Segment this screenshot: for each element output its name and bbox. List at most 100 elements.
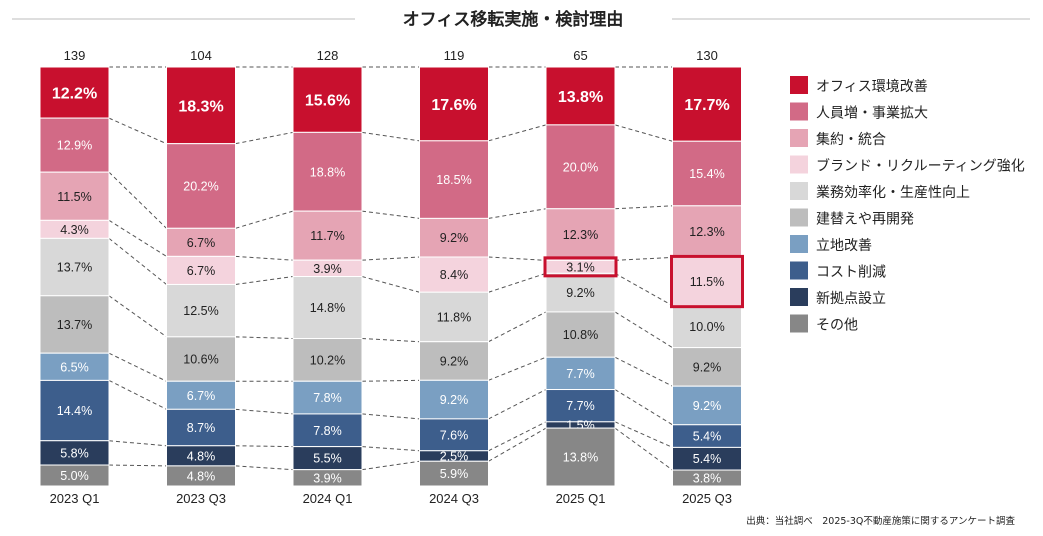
legend-swatch	[790, 235, 808, 253]
data-label: 4.3%	[60, 223, 89, 237]
connector-line	[614, 389, 673, 426]
data-label: 9.2%	[566, 286, 595, 300]
bar-segment-series-4	[672, 305, 742, 349]
data-label: 13.7%	[57, 261, 92, 275]
bar-segment-series-6	[39, 352, 110, 381]
connector-line	[235, 276, 294, 285]
connector-line	[614, 272, 673, 307]
connector-line	[488, 208, 547, 219]
connector-line	[235, 408, 294, 415]
legend-swatch	[790, 129, 808, 147]
data-label: 11.8%	[437, 310, 472, 324]
legend: オフィス環境改善人員増・事業拡大集約・統合ブランド・リクルーティング強化業務効率…	[790, 76, 1025, 334]
bar-segment-series-9	[166, 465, 236, 487]
bar-segment-series-2	[166, 227, 236, 257]
respondent-counts: 139 104 128 119 65 130	[64, 48, 718, 63]
bar-segment-series-5	[672, 347, 742, 387]
data-label: 20.2%	[183, 179, 218, 193]
respondent-count: 65	[573, 48, 587, 63]
bar-segment-series-9	[292, 469, 363, 487]
respondent-count: 130	[696, 48, 718, 63]
bar-segment-series-6	[672, 385, 742, 426]
bar-segment-series-4	[166, 283, 236, 338]
data-label: 5.9%	[440, 467, 469, 481]
x-axis-labels: 2023 Q1 2023 Q3 2024 Q1 2024 Q3 2025 Q1 2025 …	[50, 491, 732, 506]
connector-line	[361, 413, 420, 420]
respondent-count: 119	[444, 48, 465, 63]
connector-line	[235, 210, 294, 229]
data-label: 14.4%	[57, 404, 92, 418]
legend-swatch	[790, 102, 808, 121]
legend-swatch	[790, 261, 808, 280]
data-label: 18.3%	[178, 98, 223, 115]
connector-line	[488, 421, 547, 452]
bar-segment-series-4	[419, 291, 489, 343]
connector-line	[614, 427, 673, 471]
x-tick-label: 2024 Q3	[429, 491, 479, 506]
source-note: 出典：当社調べ 2025-3Q不動産施策に関するアンケート調査	[746, 515, 1015, 527]
bar-segment-series-3	[419, 256, 489, 293]
bar-segment-series-2	[672, 205, 742, 258]
data-label: 7.6%	[440, 428, 469, 442]
bar-segment-series-7	[545, 389, 616, 423]
legend-swatch	[790, 182, 808, 200]
bar-segment-series-0	[545, 66, 616, 126]
bar-segment-series-7	[419, 418, 489, 452]
data-label: 9.2%	[440, 393, 469, 407]
data-label: 3.8%	[693, 472, 722, 486]
connector-line	[614, 356, 673, 387]
data-label: 12.2%	[52, 86, 97, 103]
connector-line	[361, 338, 420, 343]
bar-segment-series-9	[545, 427, 616, 487]
data-label: 8.4%	[440, 268, 469, 282]
legend-label: 建替えや再開発	[816, 212, 914, 228]
data-label: 13.7%	[57, 318, 92, 332]
bar-segment-series-2	[419, 217, 489, 258]
data-label: 9.2%	[693, 399, 722, 413]
data-label: 10.2%	[310, 353, 345, 367]
bar-segment-series-6	[545, 356, 616, 391]
connector-line	[108, 117, 167, 145]
legend-label: 集約・統合	[816, 131, 886, 148]
data-label: 9.2%	[693, 360, 722, 374]
bar-segment-series-4	[292, 276, 363, 340]
data-label: 4.8%	[187, 469, 216, 483]
x-tick-label: 2023 Q1	[50, 491, 100, 506]
connector-line	[614, 421, 673, 448]
bars: 12.2% 12.9% 11.5% 4.3% 13.7% 13.7% 6.5% 14.4% 5.…	[39, 66, 742, 487]
data-label: 17.6%	[431, 97, 476, 114]
data-label: 9.2%	[440, 355, 469, 369]
connector-line	[488, 272, 547, 293]
data-label: 7.7%	[566, 367, 595, 381]
connector-line	[108, 219, 167, 257]
data-label: 15.6%	[305, 93, 350, 110]
connector-line	[614, 124, 673, 142]
data-label: 7.8%	[313, 391, 342, 405]
legend-label: 人員増・事業拡大	[816, 106, 928, 122]
bar-segment-series-7	[292, 413, 363, 448]
connector-line	[108, 171, 167, 229]
data-label: 3.9%	[313, 262, 342, 276]
bar-segment-series-1	[39, 117, 110, 173]
data-label: 11.5%	[690, 275, 725, 289]
connector-line	[614, 311, 673, 349]
data-label: 4.8%	[187, 449, 216, 463]
connector-line	[235, 131, 294, 145]
connector-line	[108, 464, 167, 467]
x-tick-label: 2025 Q1	[556, 491, 606, 506]
legend-swatch	[790, 208, 808, 227]
data-label: 6.7%	[187, 236, 216, 250]
bar-segment-series-0	[166, 66, 236, 145]
connector-line	[361, 256, 420, 261]
legend-label: ブランド・リクルーティング強化	[816, 158, 1025, 175]
data-label: 18.5%	[436, 173, 471, 187]
x-tick-label: 2025 Q3	[682, 491, 732, 506]
connector-line	[361, 446, 420, 452]
connector-line	[488, 311, 547, 343]
data-label: 5.5%	[313, 452, 342, 466]
highlight-box	[670, 254, 744, 309]
bar-segment-series-6	[419, 379, 489, 420]
bar-segment-series-2	[545, 208, 616, 261]
data-label: 13.8%	[558, 89, 603, 106]
